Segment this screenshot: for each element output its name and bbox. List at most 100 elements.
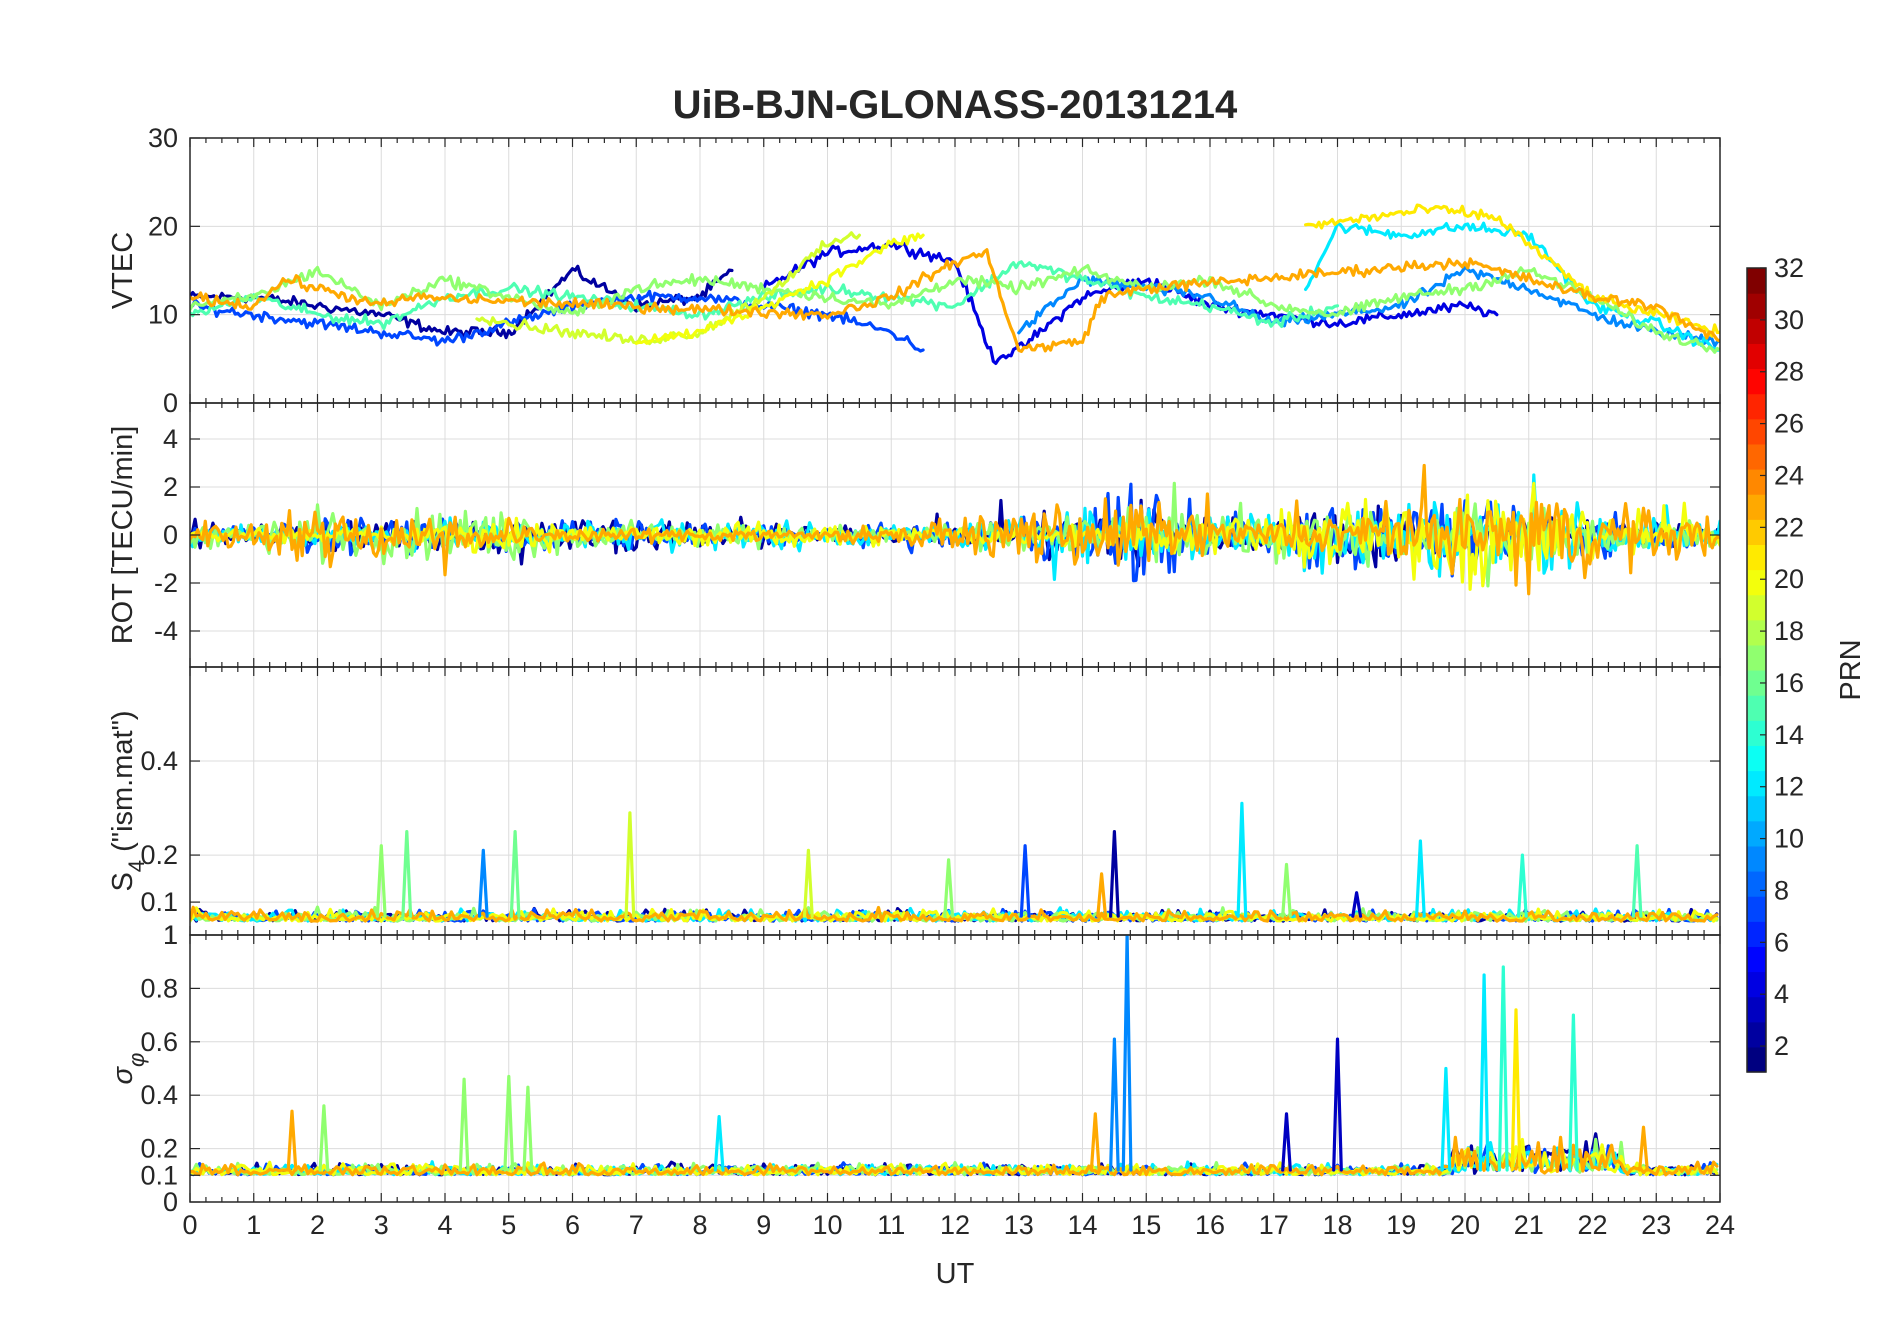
x-tick-label: 18	[1322, 1210, 1352, 1240]
y-tick-label: 1	[163, 920, 178, 950]
colorbar-tick-label: 18	[1774, 616, 1804, 646]
s4-spike	[1516, 853, 1528, 918]
colorbar-tick-label: 26	[1774, 409, 1804, 439]
s4-spike	[401, 830, 413, 918]
panel-vtec: 0 10 20 30 VTEC	[107, 123, 1721, 418]
y-tick-label: 20	[148, 211, 178, 241]
x-tick-label: 11	[877, 1210, 905, 1240]
colorbar-segment	[1747, 745, 1766, 772]
s4-spike	[1351, 891, 1363, 918]
s4-spike	[943, 858, 955, 918]
colorbar-segment	[1747, 569, 1766, 596]
sigma-spike	[522, 1085, 534, 1172]
vtec-series-prn-4	[762, 240, 1499, 365]
colorbar-segment	[1747, 770, 1766, 797]
colorbar-segment	[1747, 996, 1766, 1023]
colorbar-segment	[1747, 318, 1766, 344]
x-tick-label: 23	[1641, 1210, 1671, 1240]
s4-spike	[1631, 844, 1643, 918]
y-tick-label: 4	[163, 424, 178, 454]
s4-spike	[1019, 844, 1031, 918]
y-tick-label: 0.2	[140, 840, 178, 870]
colorbar-segment	[1747, 268, 1766, 294]
colorbar-segment	[1747, 343, 1766, 370]
colorbar-segment	[1747, 293, 1766, 319]
colorbar-segment	[1747, 971, 1766, 998]
x-tick-label: 12	[940, 1210, 970, 1240]
x-tick-label: 22	[1577, 1210, 1607, 1240]
colorbar-segment	[1747, 720, 1766, 746]
y-tick-label: 0.4	[140, 1080, 178, 1110]
colorbar-segment	[1747, 871, 1766, 897]
vtec-series-prn-21	[1304, 203, 1720, 338]
colorbar-tick-label: 8	[1774, 875, 1789, 905]
sigma-spike	[713, 1115, 725, 1172]
sigma-spike	[458, 1077, 470, 1172]
colorbar: 32 30 28 26 24 22 20 18 16 14 12 10 8 6 4 2 PRN	[1746, 253, 1867, 1073]
colorbar-segment	[1747, 1046, 1766, 1073]
colorbar-tick-label: 22	[1774, 512, 1804, 542]
colorbar-tick-label: 2	[1774, 1031, 1789, 1061]
x-tick-label: 20	[1450, 1210, 1480, 1240]
sigma-spike	[1568, 1013, 1579, 1172]
x-tick-label: 17	[1259, 1210, 1289, 1240]
colorbar-segment	[1747, 695, 1766, 721]
x-tick-label: 2	[310, 1210, 325, 1240]
s4-spike	[509, 830, 521, 918]
colorbar-segment	[1747, 519, 1766, 545]
sigma-spike	[318, 1104, 330, 1172]
sigma-spike	[1089, 1112, 1101, 1172]
y-tick-label: -2	[154, 568, 178, 598]
colorbar-segment	[1747, 896, 1766, 922]
x-tick-label: 19	[1386, 1210, 1416, 1240]
colorbar-tick-label: 30	[1774, 305, 1804, 335]
y-tick-label: 0.2	[140, 1134, 178, 1164]
colorbar-segment	[1747, 393, 1766, 420]
y-tick-label: 0	[163, 388, 178, 418]
y-tick-label: 0.4	[140, 746, 178, 776]
s4-spike	[1281, 862, 1292, 918]
data-traces	[190, 935, 1719, 1177]
y-tick-label: 10	[148, 300, 178, 330]
sigma-spike	[1478, 973, 1490, 1172]
colorbar-tick-label: 4	[1774, 979, 1789, 1009]
x-tick-label: 16	[1195, 1210, 1225, 1240]
colorbar-tick-label: 10	[1774, 824, 1804, 854]
vtec-series-prn-19	[475, 231, 861, 346]
y-tick-label: 0.8	[140, 973, 178, 1003]
colorbar-segment	[1747, 921, 1766, 947]
sigma-spike	[1638, 1125, 1649, 1172]
panel-s4: 0.1 0.2 0.4 1 S4 ("ism.mat")	[107, 666, 1721, 950]
colorbar-tick-label: 14	[1774, 720, 1804, 750]
chart-title: UiB-BJN-GLONASS-20131214	[673, 83, 1238, 127]
x-tick-label: 8	[692, 1210, 707, 1240]
sigma-spike	[1497, 965, 1509, 1172]
colorbar-tick-label: 6	[1774, 927, 1789, 957]
colorbar-segment	[1747, 670, 1766, 696]
x-tick-label: 4	[437, 1210, 452, 1240]
vtec-series-prn-7	[190, 289, 925, 353]
colorbar-segment	[1747, 494, 1766, 520]
y-tick-label: 0	[163, 1187, 178, 1217]
y-tick-label: 0.6	[140, 1027, 178, 1057]
sigma-spike	[286, 1109, 298, 1172]
colorbar-segment	[1747, 418, 1766, 445]
y-tick-label: 0	[163, 520, 178, 550]
sigma-spike	[1332, 1037, 1343, 1172]
y-axis-label: S4 ("ism.mat")	[107, 710, 149, 891]
data-traces	[190, 203, 1720, 365]
data-traces	[190, 463, 1720, 596]
y-tick-label: 2	[163, 472, 178, 502]
colorbar-segment	[1747, 619, 1766, 646]
colorbar-segment	[1747, 1021, 1766, 1048]
x-tick-label: 15	[1131, 1210, 1161, 1240]
s4-spike	[1415, 839, 1426, 918]
sigma-spike	[1121, 935, 1133, 1172]
x-tick-label: 7	[629, 1210, 644, 1240]
x-tick-label: 13	[1004, 1210, 1034, 1240]
colorbar-segment	[1747, 946, 1766, 973]
sigma-series-prn-23	[190, 1135, 1719, 1177]
